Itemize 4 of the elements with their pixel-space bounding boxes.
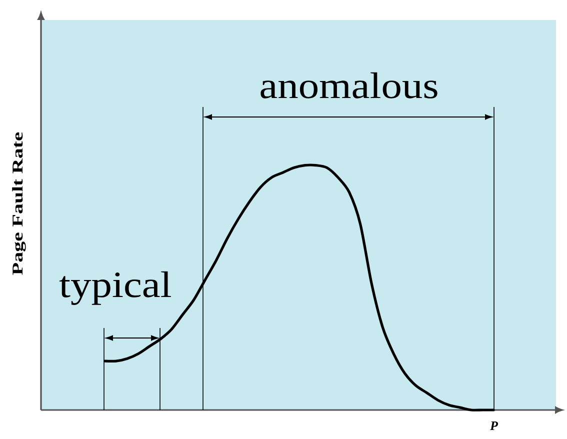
x-axis-title: P — [490, 422, 498, 430]
y-axis-title: Page Fault Rate — [12, 132, 26, 275]
annotation: typical — [59, 271, 171, 305]
text: anomalous — [260, 72, 438, 98]
